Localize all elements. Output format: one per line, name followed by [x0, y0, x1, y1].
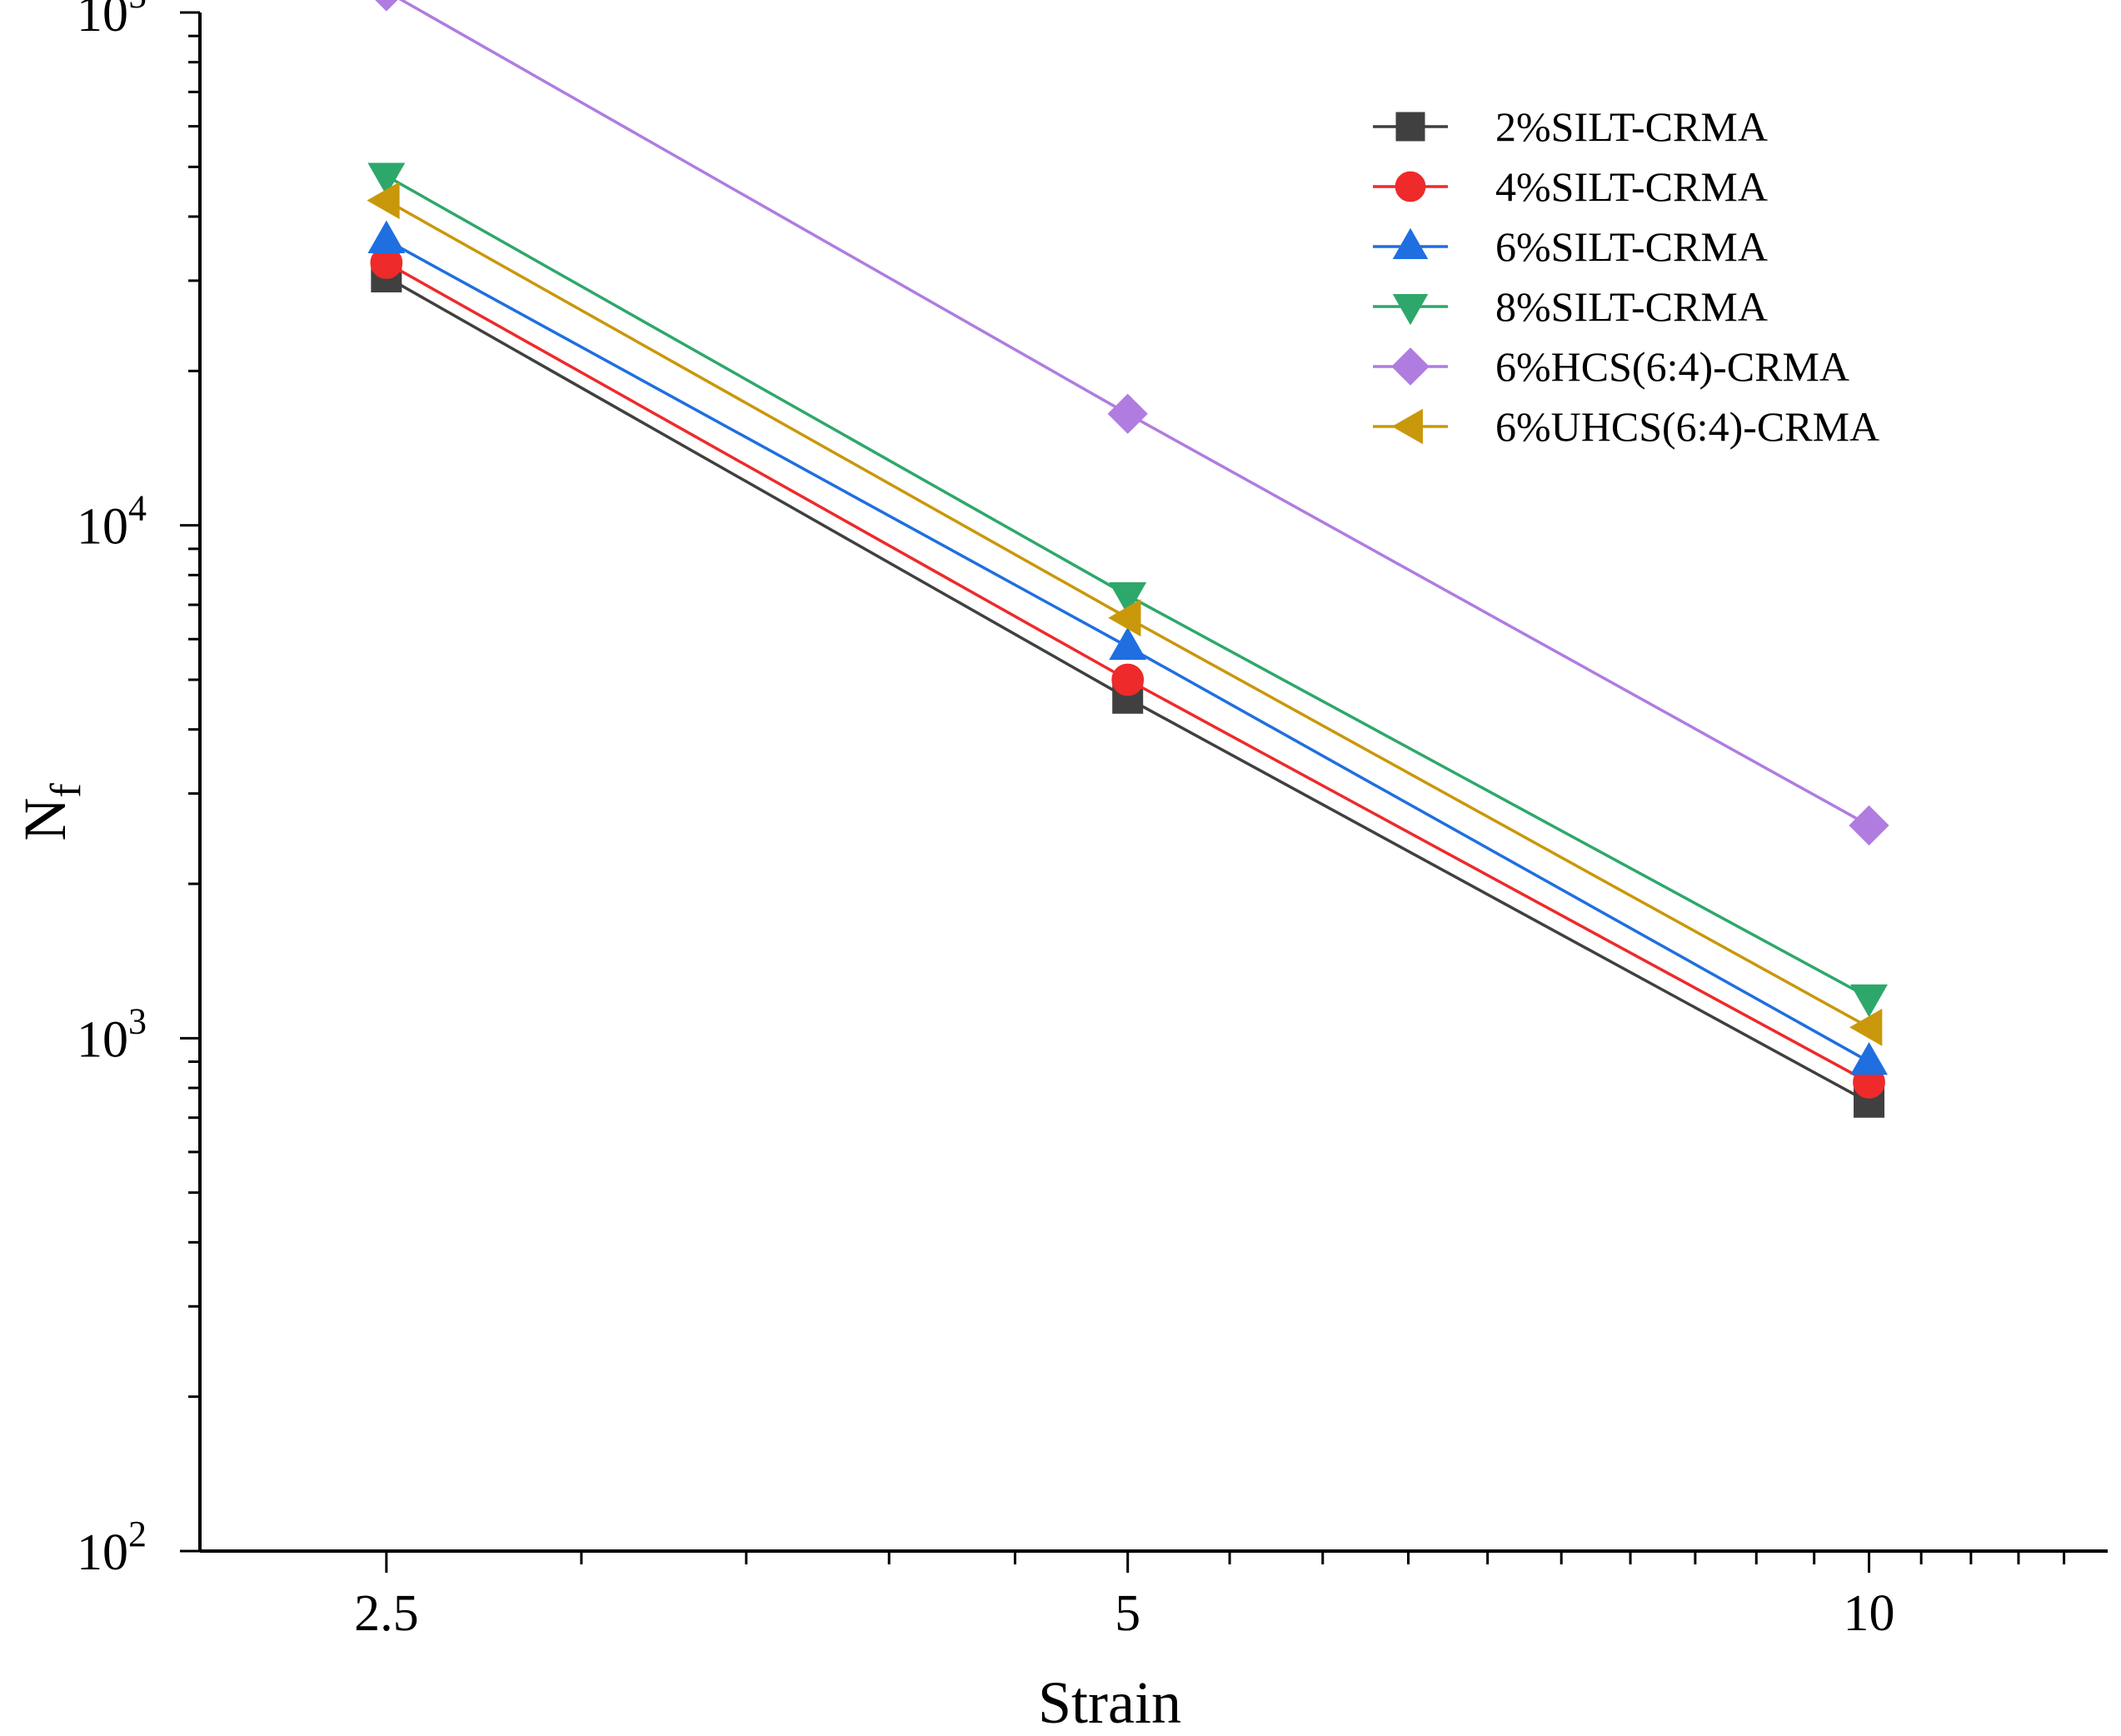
legend-label: 4%SILT-CRMA [1495, 163, 1768, 210]
series-6%UHCS(6:4)-CRMA [367, 182, 1883, 1046]
data-point [1849, 805, 1889, 846]
y-tick-label: 104 [77, 488, 147, 556]
legend-entry: 8%SILT-CRMA [1373, 283, 1768, 330]
y-tick-base: 10 [77, 0, 128, 42]
legend-entry: 6%SILT-CRMA [1373, 223, 1768, 270]
data-point [1850, 984, 1888, 1018]
legend-label: 8%SILT-CRMA [1495, 283, 1768, 330]
y-tick-base: 10 [77, 1524, 128, 1581]
data-point [367, 162, 406, 196]
data-point [1108, 599, 1141, 637]
y-tick-label: 103 [77, 1000, 147, 1068]
data-point [1111, 663, 1145, 696]
y-tick-exponent: 2 [128, 1514, 147, 1554]
x-tick-label: 5 [1115, 1585, 1140, 1642]
legend-marker [1391, 408, 1423, 445]
legend-marker [1395, 171, 1426, 202]
legend-marker [1392, 227, 1429, 259]
legend: 2%SILT-CRMA 4%SILT-CRMA 6%SILT-CRMA 8%SILT-… [1373, 103, 1879, 450]
y-axis-ticks: 102103104105 [77, 0, 200, 1581]
data-point [375, 0, 398, 12]
legend-entry: 2%SILT-CRMA [1373, 103, 1768, 150]
legend-marker [1392, 294, 1429, 326]
legend-label: 6%SILT-CRMA [1495, 223, 1768, 270]
y-tick-label: 102 [77, 1514, 147, 1581]
series-8%SILT-CRMA [367, 162, 1888, 1018]
plot-area [367, 0, 1889, 1118]
y-tick-exponent: 5 [128, 0, 147, 16]
legend-label: 6%HCS(6:4)-CRMA [1495, 343, 1849, 390]
series-6%HCS(6:4)-CRMA [375, 0, 1889, 846]
y-tick-base: 10 [77, 499, 128, 556]
data-point [1109, 582, 1147, 616]
data-point [1109, 626, 1147, 661]
data-point [1850, 1041, 1888, 1075]
x-axis-title: Strain [1038, 1669, 1181, 1736]
y-axis-title: Nf [12, 783, 90, 841]
series-6%SILT-CRMA [367, 220, 1888, 1075]
y-axis-title-main: N [12, 798, 78, 841]
legend-entry: 6%HCS(6:4)-CRMA [1373, 343, 1849, 390]
legend-entry: 6%UHCS(6:4)-CRMA [1373, 403, 1879, 450]
y-tick-exponent: 4 [128, 488, 147, 529]
y-tick-label: 105 [77, 0, 147, 42]
legend-label: 6%UHCS(6:4)-CRMA [1495, 403, 1879, 450]
x-axis-ticks: 2.5 5 10 [354, 1551, 2066, 1642]
data-point [1107, 393, 1148, 434]
x-tick-label: 10 [1844, 1585, 1895, 1642]
legend-entry: 4%SILT-CRMA [1373, 163, 1768, 210]
y-tick-base: 10 [77, 1011, 128, 1068]
y-axis-title-sub: f [42, 783, 90, 798]
data-point [367, 220, 406, 253]
x-tick-label: 2.5 [354, 1585, 419, 1642]
data-point [367, 182, 400, 220]
legend-marker [1391, 347, 1430, 386]
legend-label: 2%SILT-CRMA [1495, 103, 1768, 150]
data-point [1849, 1008, 1883, 1046]
legend-marker [1395, 112, 1425, 142]
y-tick-exponent: 3 [128, 1000, 147, 1041]
